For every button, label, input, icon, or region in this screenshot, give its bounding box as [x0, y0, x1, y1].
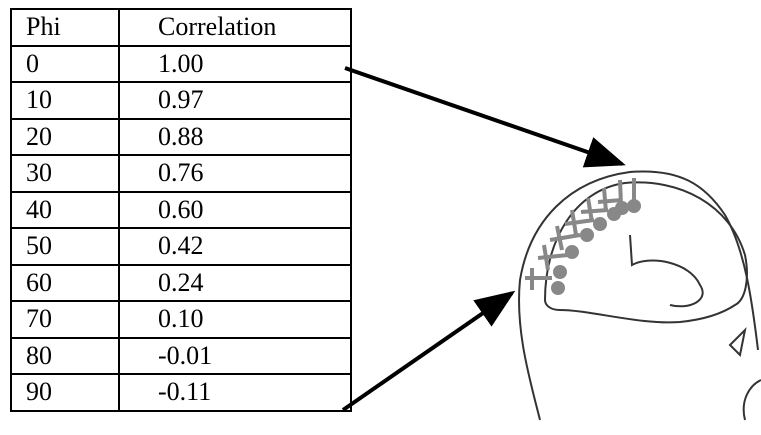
arrow [343, 293, 512, 410]
electrodes [525, 178, 639, 293]
head-diagram [0, 0, 761, 435]
page: PhiCorrelation01.00100.97200.88300.76400… [0, 0, 761, 435]
arrow [345, 68, 622, 164]
arrows [343, 68, 622, 410]
